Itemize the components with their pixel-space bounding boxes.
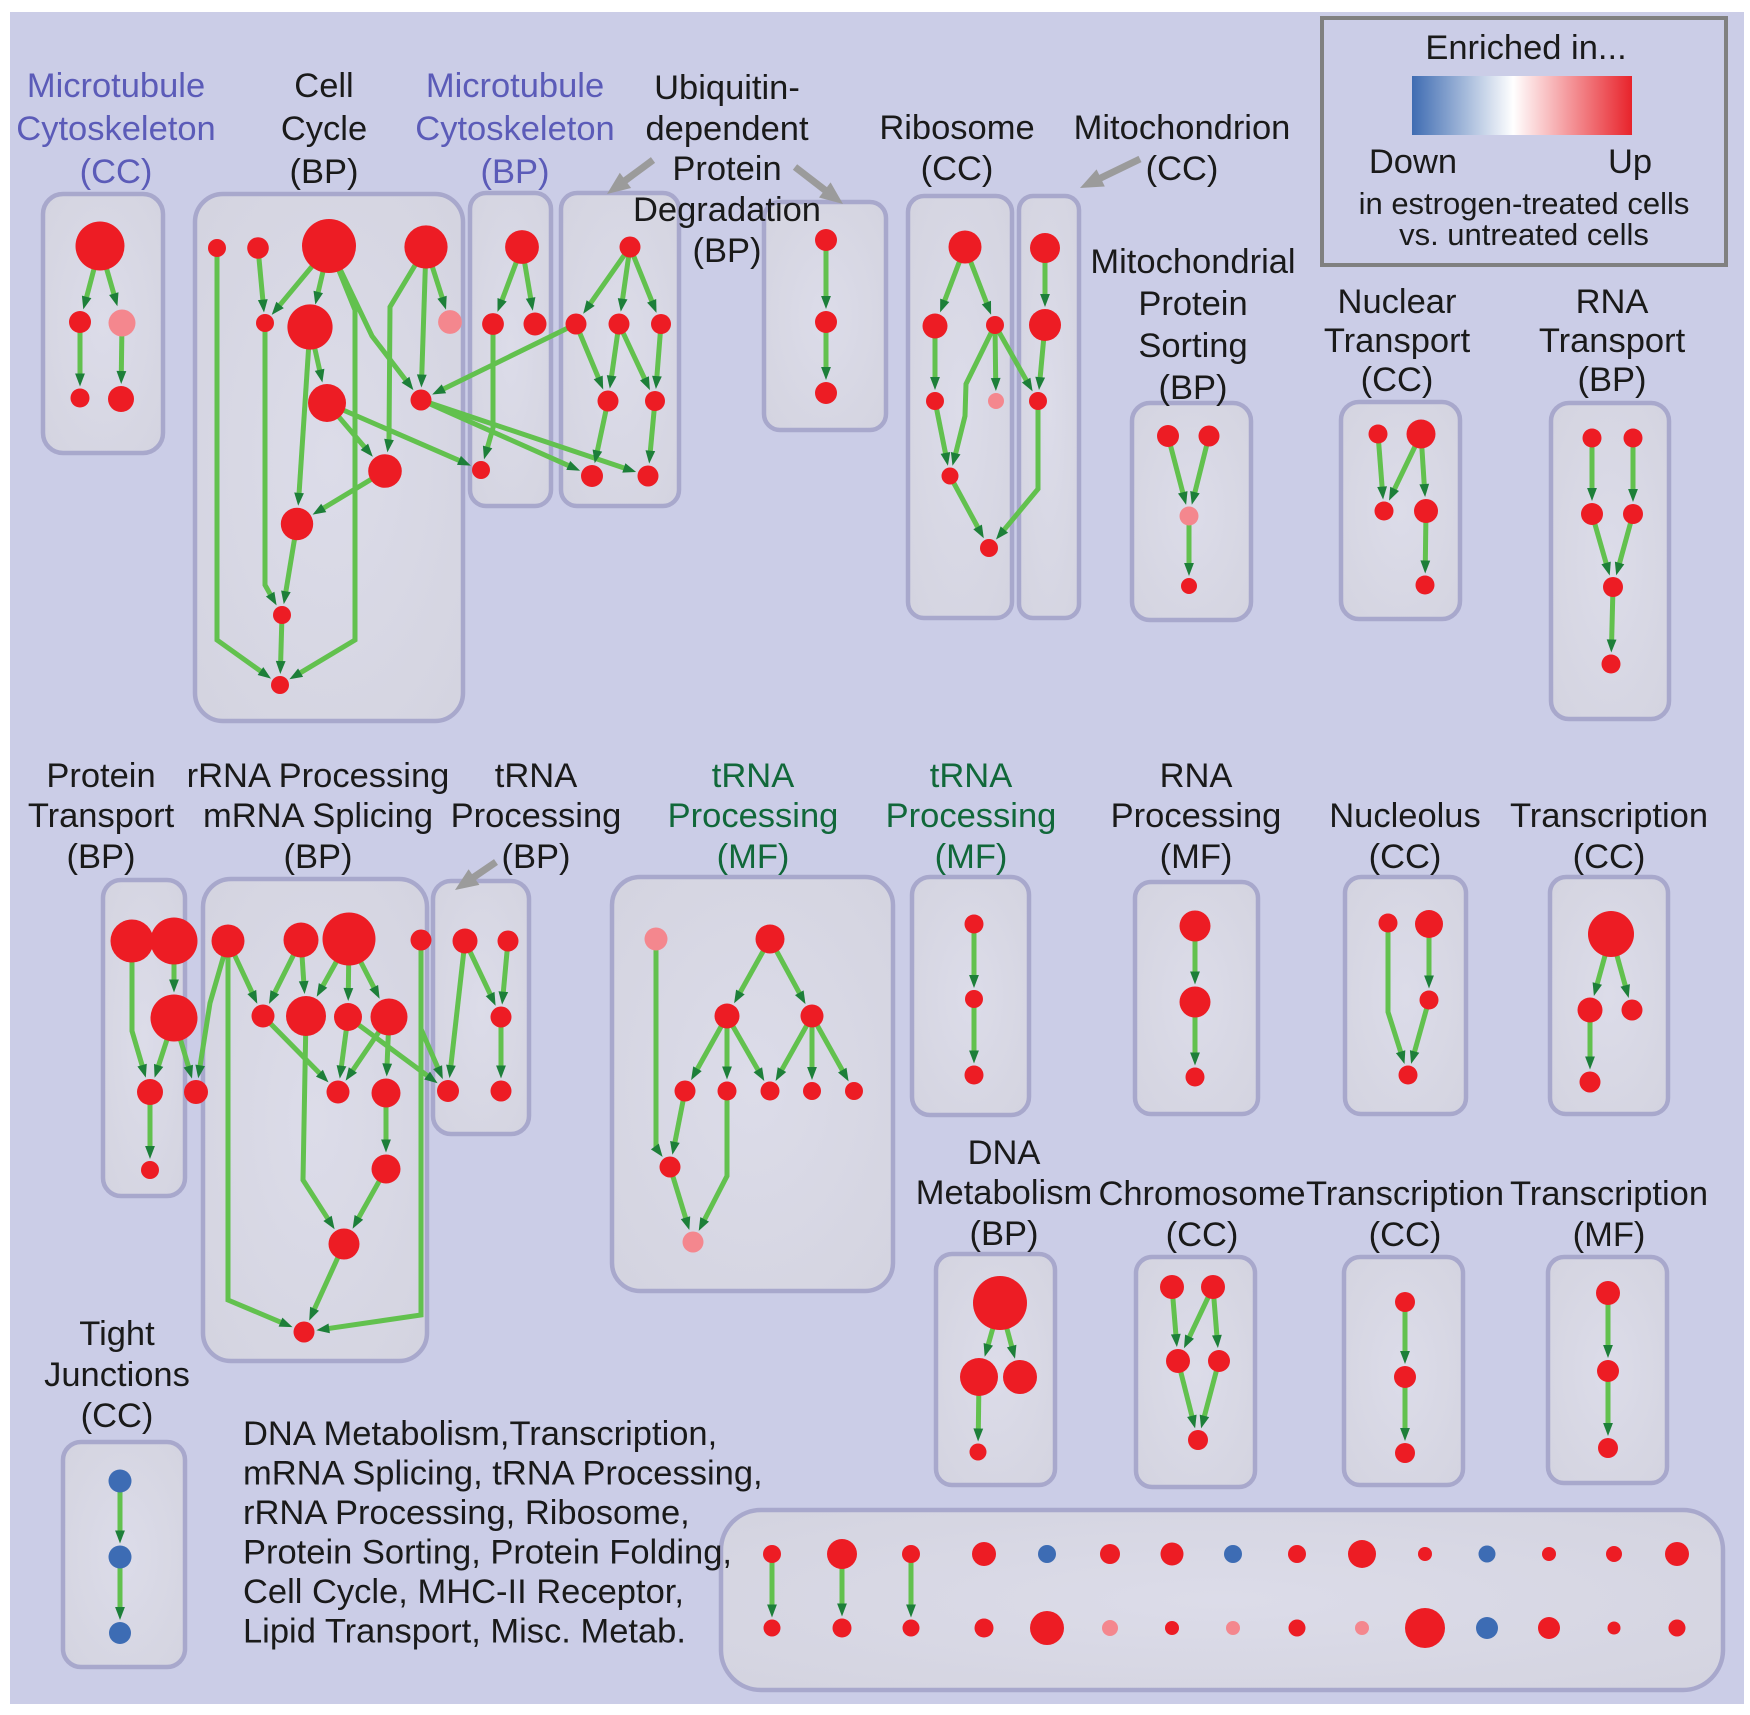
svg-text:Cytoskeleton: Cytoskeleton [16, 110, 215, 148]
svg-text:(CC): (CC) [1369, 838, 1442, 876]
svg-text:(BP): (BP) [67, 838, 136, 876]
svg-text:(BP): (BP) [1578, 361, 1647, 399]
svg-text:vs. untreated cells: vs. untreated cells [1399, 217, 1649, 252]
svg-text:Enriched in...: Enriched in... [1425, 29, 1626, 67]
svg-text:Chromosome: Chromosome [1098, 1175, 1305, 1213]
svg-text:Processing: Processing [1111, 797, 1282, 835]
svg-text:(CC): (CC) [1361, 361, 1434, 399]
svg-text:DNA: DNA [968, 1134, 1041, 1172]
svg-text:Cell Cycle, MHC-II Receptor,: Cell Cycle, MHC-II Receptor, [243, 1573, 684, 1611]
svg-text:in estrogen-treated cells: in estrogen-treated cells [1359, 186, 1690, 221]
svg-text:(CC): (CC) [1166, 1216, 1239, 1254]
svg-text:Processing: Processing [886, 797, 1057, 835]
svg-text:Transcription: Transcription [1510, 1175, 1708, 1213]
svg-text:Mitochondrion: Mitochondrion [1074, 109, 1291, 147]
svg-text:Processing: Processing [451, 797, 622, 835]
svg-text:Protein: Protein [46, 757, 155, 795]
svg-text:mRNA Splicing, tRNA Processing: mRNA Splicing, tRNA Processing, [243, 1455, 763, 1493]
svg-text:Sorting: Sorting [1138, 327, 1247, 365]
svg-text:Transport: Transport [28, 797, 175, 835]
svg-text:Nucleolus: Nucleolus [1329, 797, 1481, 835]
svg-text:Microtubule: Microtubule [27, 67, 205, 105]
svg-text:Ubiquitin-: Ubiquitin- [654, 69, 800, 107]
svg-text:(CC): (CC) [1573, 838, 1646, 876]
svg-text:rRNA Processing: rRNA Processing [187, 757, 450, 795]
svg-text:Degradation: Degradation [633, 191, 821, 229]
svg-text:Transcription: Transcription [1510, 797, 1708, 835]
svg-text:Protein Sorting, Protein Foldi: Protein Sorting, Protein Folding, [243, 1534, 732, 1572]
svg-text:Tight: Tight [79, 1315, 155, 1353]
svg-text:(BP): (BP) [502, 838, 571, 876]
svg-text:Junctions: Junctions [44, 1356, 190, 1394]
svg-text:Cytoskeleton: Cytoskeleton [415, 110, 614, 148]
svg-text:(BP): (BP) [970, 1215, 1039, 1253]
svg-text:Metabolism: Metabolism [916, 1174, 1092, 1212]
svg-text:(CC): (CC) [1369, 1216, 1442, 1254]
svg-text:(BP): (BP) [284, 838, 353, 876]
svg-text:(CC): (CC) [921, 150, 994, 188]
svg-text:RNA: RNA [1160, 757, 1233, 795]
svg-text:RNA: RNA [1576, 283, 1649, 321]
svg-text:(BP): (BP) [481, 153, 550, 191]
svg-text:(CC): (CC) [1146, 150, 1219, 188]
svg-text:rRNA Processing, Ribosome,: rRNA Processing, Ribosome, [243, 1494, 690, 1532]
svg-text:tRNA: tRNA [930, 757, 1012, 795]
svg-text:dependent: dependent [645, 110, 808, 148]
svg-text:Nuclear: Nuclear [1338, 283, 1457, 321]
svg-text:mRNA Splicing: mRNA Splicing [203, 797, 433, 835]
svg-text:(BP): (BP) [693, 232, 762, 270]
svg-text:tRNA: tRNA [712, 757, 794, 795]
svg-text:Protein: Protein [1138, 285, 1247, 323]
svg-text:Transport: Transport [1324, 322, 1471, 360]
svg-text:Transport: Transport [1539, 322, 1686, 360]
svg-text:(BP): (BP) [1159, 369, 1228, 407]
svg-text:Microtubule: Microtubule [426, 67, 604, 105]
svg-text:Transcription: Transcription [1306, 1175, 1504, 1213]
svg-text:Processing: Processing [668, 797, 839, 835]
svg-text:Cycle: Cycle [281, 110, 367, 148]
svg-text:(CC): (CC) [81, 1397, 154, 1435]
svg-text:(CC): (CC) [80, 153, 153, 191]
svg-text:Protein: Protein [672, 150, 781, 188]
svg-text:Ribosome: Ribosome [879, 109, 1034, 147]
svg-text:Cell: Cell [294, 67, 353, 105]
svg-text:DNA Metabolism,Transcription,: DNA Metabolism,Transcription, [243, 1415, 717, 1453]
svg-text:(BP): (BP) [290, 153, 359, 191]
svg-text:Up: Up [1608, 143, 1652, 181]
svg-text:(MF): (MF) [1573, 1216, 1646, 1254]
svg-text:(MF): (MF) [1160, 838, 1233, 876]
svg-text:tRNA: tRNA [495, 757, 577, 795]
svg-text:Down: Down [1369, 143, 1457, 181]
svg-text:Lipid Transport, Misc. Metab.: Lipid Transport, Misc. Metab. [243, 1613, 686, 1651]
svg-text:(MF): (MF) [935, 838, 1008, 876]
svg-text:Mitochondrial: Mitochondrial [1090, 243, 1295, 281]
svg-text:(MF): (MF) [717, 838, 790, 876]
